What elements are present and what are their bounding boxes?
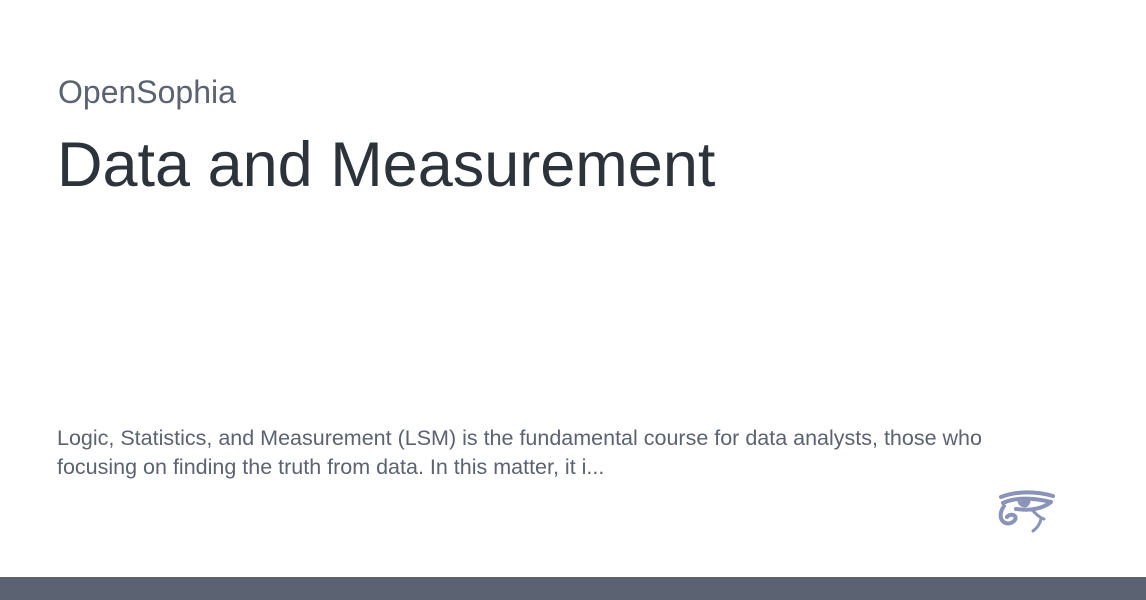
page-description: Logic, Statistics, and Measurement (LSM)… [57, 426, 982, 479]
footer-bar [0, 577, 1146, 600]
eye-of-horus-icon [996, 488, 1056, 534]
preview-card: OpenSophia Data and Measurement Logic, S… [57, 74, 1056, 534]
site-name: OpenSophia [58, 74, 236, 110]
page-title: Data and Measurement [57, 130, 716, 200]
